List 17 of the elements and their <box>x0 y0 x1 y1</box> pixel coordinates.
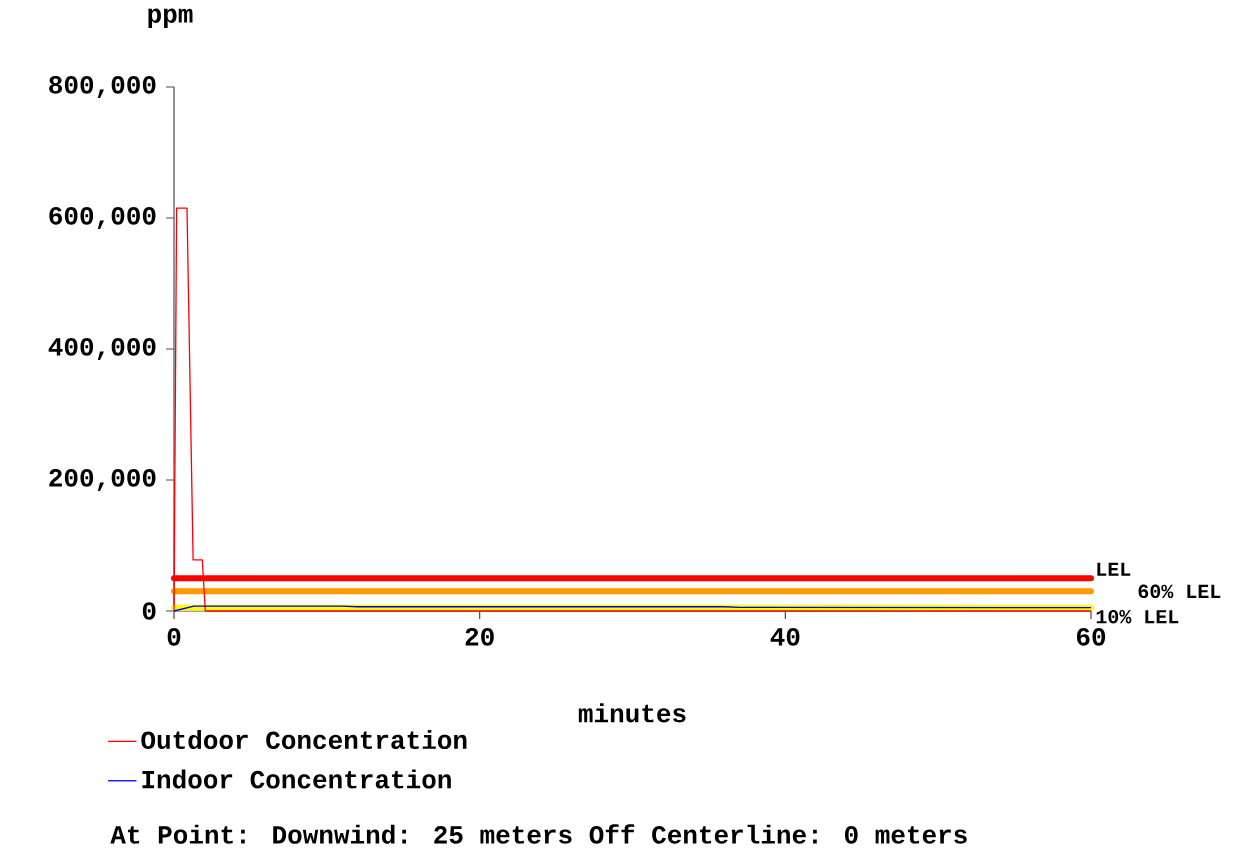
legend-label: Indoor Concentration <box>142 769 451 789</box>
x-axis-title: minutes <box>578 703 686 723</box>
y-tick-label: 400,000 <box>48 337 156 360</box>
text: At Point: Downwind: 25 meters Off Centerline: 0 meters <box>110 824 967 844</box>
y-tick-label: 800,000 <box>49 75 156 98</box>
x-tick-label: 40 <box>770 627 800 646</box>
y-axis-title: ppm <box>148 8 193 28</box>
legend-label: Outdoor Concentration <box>141 729 467 750</box>
y-tick-label: 600,000 <box>49 206 156 229</box>
ref-line-label: 10% LEL <box>1096 609 1179 624</box>
x-tick-label: 60 <box>1076 627 1106 646</box>
x-tick-label: 20 <box>465 627 494 646</box>
y-tick-label: 0 <box>142 602 156 620</box>
x-tick-label: 0 <box>167 627 181 646</box>
ref-line-label: 60% LEL <box>1138 584 1221 599</box>
ref-line-label: LEL <box>1097 562 1131 576</box>
y-tick-label: 200,000 <box>49 468 156 491</box>
